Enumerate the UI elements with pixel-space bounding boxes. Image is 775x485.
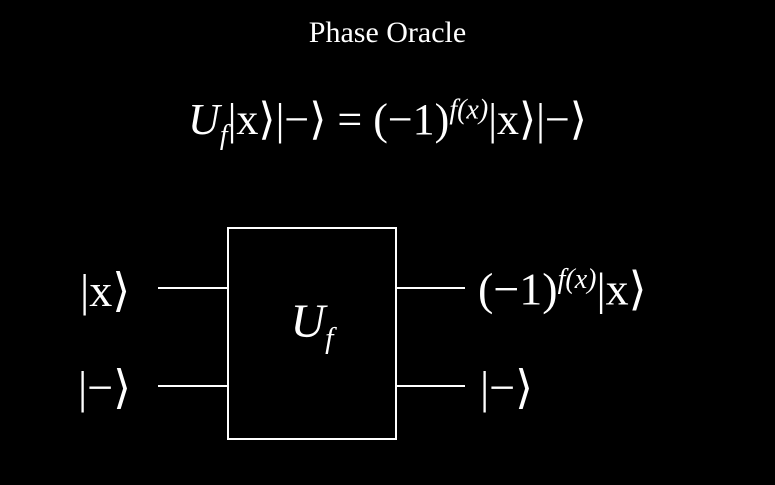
equation-operator: Uf [188, 95, 228, 151]
equation-equals: = [337, 95, 363, 144]
output-exponent: f(x) [557, 264, 597, 295]
input-label-x: |x⟩ [80, 265, 131, 316]
input-wire-top [158, 287, 227, 289]
equation-phase-factor: (−1) [373, 95, 450, 144]
oracle-equation: Uf|x⟩|−⟩ = (−1)f(x)|x⟩|−⟩ [0, 94, 775, 152]
oracle-gate-box [227, 227, 397, 440]
oracle-gate-label: Uf [290, 295, 334, 355]
input-wire-bottom [158, 385, 227, 387]
output-phase-factor: (−1) [478, 263, 558, 315]
output-label-top: (−1)f(x)|x⟩ [478, 266, 647, 312]
input-label-minus: |−⟩ [78, 362, 132, 413]
output-wire-top [397, 287, 465, 289]
output-wire-bottom [397, 385, 465, 387]
equation-lhs-kets: |x⟩|−⟩ [227, 95, 327, 144]
equation-rhs-kets: |x⟩|−⟩ [488, 95, 587, 144]
output-label-minus: |−⟩ [480, 362, 534, 413]
equation-exponent: f(x) [449, 94, 489, 126]
diagram-title: Phase Oracle [308, 16, 467, 49]
output-ket-x: |x⟩ [596, 263, 647, 315]
